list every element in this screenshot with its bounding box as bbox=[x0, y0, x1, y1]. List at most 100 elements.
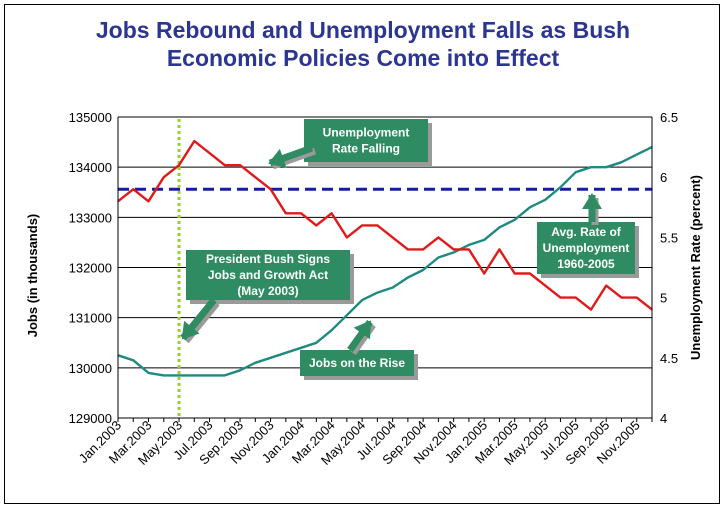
unemployment-point bbox=[361, 224, 363, 226]
unemployment-point bbox=[132, 188, 134, 190]
jobs-point bbox=[193, 374, 195, 376]
jobs-point bbox=[300, 347, 302, 349]
unemployment-point bbox=[544, 284, 546, 287]
callout-avg-unemployment: Avg. Rate of Unemployment 1960-2005 bbox=[537, 222, 639, 278]
y-right-tick-label: 4.5 bbox=[660, 351, 678, 366]
callout-text: Rate Falling bbox=[332, 142, 400, 156]
arrow-jobs-rise-head bbox=[353, 320, 372, 340]
jobs-point bbox=[498, 226, 501, 228]
y-left-tick-label: 133000 bbox=[69, 210, 112, 225]
unemployment-point bbox=[239, 164, 241, 166]
y-right-tick-label: 4 bbox=[660, 411, 667, 426]
jobs-point bbox=[224, 374, 226, 376]
callout-text: Unemployment bbox=[323, 126, 410, 140]
unemployment-point bbox=[254, 176, 256, 178]
jobs-point bbox=[331, 329, 333, 331]
unemployment-point bbox=[178, 164, 180, 166]
unemployment-point bbox=[483, 272, 485, 275]
jobs-line bbox=[117, 146, 653, 377]
jobs-point bbox=[559, 186, 562, 188]
unemployment-point bbox=[392, 236, 394, 238]
jobs-point bbox=[163, 374, 165, 376]
jobs-point bbox=[544, 199, 546, 201]
y-right-tick-label: 6.5 bbox=[660, 110, 678, 125]
jobs-point bbox=[285, 352, 287, 354]
unemployment-point bbox=[300, 212, 302, 214]
jobs-point bbox=[208, 374, 211, 376]
callout-bush-signs: President Bush Signs Jobs and Growth Act (… bbox=[186, 250, 354, 304]
unemployment-point bbox=[376, 224, 378, 226]
callout-jobs-rise: Jobs on the Rise bbox=[300, 350, 418, 380]
jobs-point bbox=[315, 342, 317, 344]
unemployment-point bbox=[636, 297, 638, 299]
jobs-point bbox=[346, 314, 348, 316]
unemployment-point bbox=[468, 248, 470, 251]
unemployment-point bbox=[605, 284, 607, 287]
jobs-point bbox=[514, 219, 516, 221]
chart-title-line-2: Economic Policies Come into Effect bbox=[166, 45, 560, 71]
unemployment-point bbox=[346, 236, 348, 238]
unemployment-point bbox=[224, 164, 226, 166]
arrow-unemployment-falling-head bbox=[268, 148, 287, 168]
unemployment-point bbox=[559, 297, 562, 299]
callout-box bbox=[300, 350, 414, 376]
jobs-point bbox=[254, 362, 256, 364]
unemployment-point bbox=[437, 236, 439, 238]
jobs-point bbox=[407, 276, 409, 279]
y-left-tick-label: 134000 bbox=[69, 160, 112, 175]
y-left-tick-label: 129000 bbox=[69, 411, 112, 426]
unemployment-point bbox=[498, 248, 501, 251]
jobs-point bbox=[529, 206, 531, 208]
jobs-point bbox=[422, 269, 424, 271]
callout-text: (May 2003) bbox=[237, 284, 298, 298]
reference-layer bbox=[118, 119, 652, 418]
jobs-point bbox=[605, 166, 607, 168]
jobs-point bbox=[178, 374, 180, 376]
y-right-tick-label: 6 bbox=[660, 170, 667, 185]
unemployment-point bbox=[208, 152, 211, 154]
jobs-point bbox=[575, 171, 577, 173]
y-left-tick-label: 135000 bbox=[69, 110, 112, 125]
jobs-point bbox=[269, 357, 272, 359]
y-right-tick-label: 5 bbox=[660, 291, 667, 306]
y-right-tick-label: 5.5 bbox=[660, 230, 678, 245]
unemployment-point bbox=[285, 212, 287, 214]
jobs-point bbox=[453, 251, 455, 254]
callout-text: Unemployment bbox=[543, 241, 630, 255]
unemployment-point bbox=[407, 248, 409, 251]
unemployment-point bbox=[620, 297, 623, 299]
callout-box bbox=[186, 250, 350, 300]
callout-text: Avg. Rate of bbox=[551, 225, 622, 239]
unemployment-point bbox=[269, 188, 272, 190]
jobs-point bbox=[590, 166, 592, 168]
jobs-point bbox=[361, 299, 363, 301]
callout-text: Jobs and Growth Act bbox=[208, 268, 328, 282]
jobs-point bbox=[392, 286, 394, 289]
unemployment-point bbox=[147, 200, 150, 202]
jobs-point bbox=[132, 359, 134, 361]
callout-text: President Bush Signs bbox=[206, 252, 330, 266]
y-left-tick-label: 132000 bbox=[69, 261, 112, 276]
callout-text: 1960-2005 bbox=[557, 257, 615, 271]
jobs-point bbox=[620, 161, 623, 163]
chart-title: Jobs Rebound and Unemployment Falls as B… bbox=[0, 16, 726, 72]
unemployment-point bbox=[315, 224, 317, 226]
callout-box bbox=[304, 119, 428, 162]
unemployment-point bbox=[163, 176, 165, 178]
unemployment-point bbox=[422, 248, 424, 251]
unemployment-point bbox=[193, 140, 195, 142]
unemployment-point bbox=[331, 212, 333, 214]
unemployment-point bbox=[453, 248, 455, 251]
chart-title-line-1: Jobs Rebound and Unemployment Falls as B… bbox=[95, 17, 631, 43]
jobs-point bbox=[376, 291, 378, 294]
callout-box bbox=[537, 222, 635, 274]
unemployment-point bbox=[514, 272, 516, 275]
unemployment-point bbox=[590, 309, 592, 311]
arrow-avg-unemployment-head bbox=[582, 193, 602, 209]
unemployment-point bbox=[575, 297, 577, 299]
unemployment-line bbox=[117, 139, 653, 311]
callout-layer: Unemployment Rate Falling President Bush S… bbox=[180, 119, 639, 380]
jobs-point bbox=[437, 256, 439, 259]
callout-unemployment-falling: Unemployment Rate Falling bbox=[304, 119, 432, 166]
